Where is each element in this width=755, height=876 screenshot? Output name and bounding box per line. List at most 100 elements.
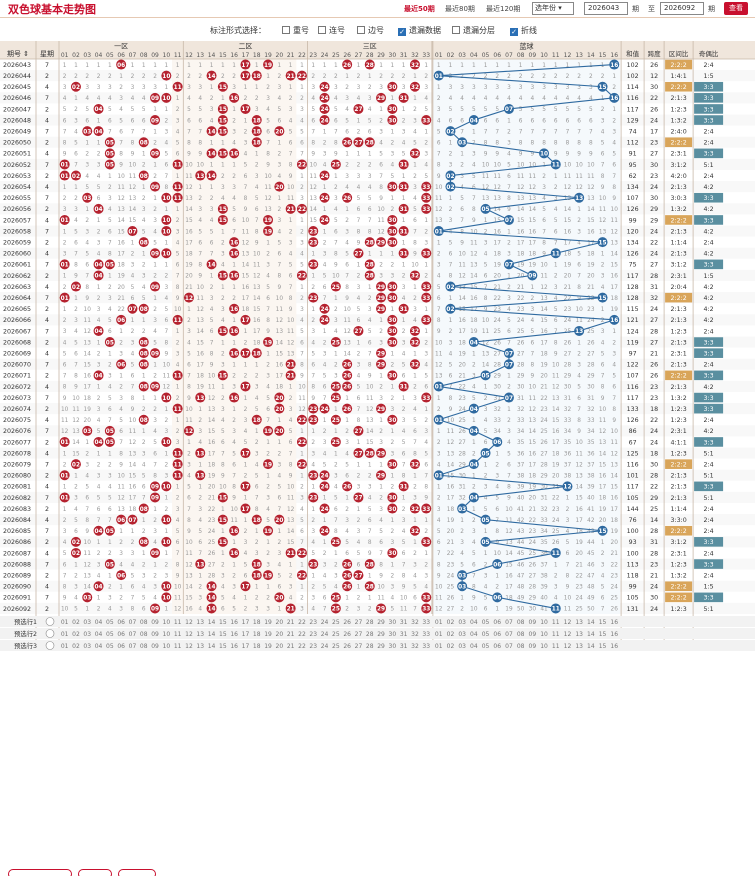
red-miss-value: 1: [424, 307, 428, 313]
option-checkbox-3[interactable]: [357, 26, 365, 34]
option-checkbox-5[interactable]: [452, 26, 460, 34]
option-checkbox-4[interactable]: ✓: [398, 28, 406, 36]
red-miss-value: 12: [343, 329, 351, 335]
preselect-red-number: 20: [276, 619, 284, 626]
blue-miss-value: 10: [575, 307, 583, 313]
red-miss-value: 4: [198, 440, 202, 446]
red-miss-value: 2: [244, 607, 248, 613]
blue-miss-value: 3: [612, 129, 616, 135]
year-select[interactable]: 选年份 ▾: [532, 2, 574, 15]
red-miss-value: 1: [63, 63, 67, 69]
red-miss-value: 1: [300, 429, 304, 435]
recent-80-link[interactable]: 最近80期: [445, 4, 475, 14]
red-ball-number: 23: [309, 496, 317, 502]
blue-miss-value: 6: [601, 152, 605, 158]
preselect-red-number: 11: [174, 643, 182, 650]
red-miss-value: 3: [402, 518, 406, 524]
blue-miss-value: 3: [566, 85, 570, 91]
bottom-button-2[interactable]: [78, 869, 112, 876]
red-ball-number: 22: [298, 462, 306, 468]
red-miss-value: 4: [198, 518, 202, 524]
option-6[interactable]: ✓ 折线: [510, 25, 537, 36]
red-ball-number: 29: [377, 473, 385, 479]
red-number-header: 06: [117, 52, 125, 59]
option-4[interactable]: ✓ 遗漏数据: [398, 25, 441, 36]
red-miss-value: 7: [108, 518, 112, 524]
red-ball: [161, 192, 172, 203]
red-miss-value: 21: [208, 496, 216, 502]
red-miss-value: 2: [63, 518, 67, 524]
red-ball-number: 32: [411, 340, 419, 346]
sum-cell: 113: [627, 561, 639, 568]
header-bar: 双色球基本走势图 最近50期 最近80期 最近120期 选年份 ▾ 202604…: [0, 0, 755, 18]
zone-ratio-highlight: [665, 370, 693, 381]
red-ball-number: 25: [332, 285, 340, 291]
issue-cell: 2026083: [3, 506, 31, 513]
option-2[interactable]: 连号: [318, 25, 345, 36]
recent-50-link[interactable]: 最近50期: [404, 4, 435, 14]
blue-ball-number: 03: [458, 573, 466, 579]
blue-miss-value: 12: [599, 429, 607, 435]
red-ball: [342, 403, 353, 414]
red-miss-value: 5: [300, 329, 304, 335]
option-1[interactable]: 重号: [282, 25, 309, 36]
blue-miss-value: 5: [460, 196, 464, 202]
blue-miss-value: 44: [587, 540, 595, 546]
blue-miss-value: 3: [507, 85, 511, 91]
red-ball-number: 26: [343, 407, 351, 413]
blue-miss-value: 6: [507, 329, 511, 335]
bottom-button-3[interactable]: [118, 869, 156, 876]
red-miss-value: 2: [85, 451, 89, 457]
period-to-input[interactable]: 2026092: [660, 2, 704, 15]
blue-miss-value: 30: [494, 385, 502, 391]
blue-ball-number: 11: [552, 551, 560, 557]
blue-miss-value: 37: [517, 462, 525, 468]
red-miss-value: 1: [210, 140, 214, 146]
red-ball: [161, 248, 172, 259]
blue-miss-value: 13: [552, 396, 560, 402]
red-miss-value: 17: [185, 240, 193, 246]
blue-ball-number: 11: [552, 163, 560, 169]
red-number-header: 33: [422, 52, 430, 59]
blue-miss-value: 18: [494, 251, 502, 257]
blue-miss-value: 5: [472, 107, 476, 113]
blue-miss-value: 1: [484, 218, 488, 224]
query-button[interactable]: 查看: [724, 2, 748, 15]
odd-even-cell: 2:4: [704, 572, 714, 579]
option-checkbox-6[interactable]: ✓: [510, 28, 518, 36]
preselect-blue-number: 13: [575, 643, 583, 650]
red-miss-value: 10: [61, 607, 69, 613]
red-miss-value: 15: [185, 596, 193, 602]
period-from-input[interactable]: 2026043: [584, 2, 628, 15]
red-miss-value: 2: [311, 440, 315, 446]
red-miss-value: 5: [277, 573, 281, 579]
red-miss-value: 14: [343, 351, 351, 357]
red-miss-value: 4: [255, 396, 259, 402]
blue-miss-value: 9: [437, 329, 441, 335]
issue-cell: 2026090: [3, 584, 31, 591]
red-miss-value: 3: [63, 85, 67, 91]
option-3[interactable]: 边号: [357, 25, 384, 36]
blue-miss-value: 17: [447, 496, 455, 502]
red-miss-value: 4: [131, 96, 135, 102]
red-miss-value: 2: [232, 174, 236, 180]
blue-miss-value: 21: [458, 374, 466, 380]
blue-miss-value: 3: [507, 140, 511, 146]
red-number-header: 05: [106, 52, 114, 59]
red-miss-value: 4: [153, 429, 157, 435]
recent-120-link[interactable]: 最近120期: [486, 4, 520, 14]
red-ball: [138, 170, 149, 181]
red-miss-value: 1: [63, 307, 67, 313]
red-number-header: 25: [332, 52, 340, 59]
option-5[interactable]: 遗漏分层: [452, 25, 495, 36]
red-miss-value: 7: [131, 596, 135, 602]
red-ball-number: 18: [253, 129, 261, 135]
red-miss-value: 3: [142, 207, 146, 213]
red-miss-value: 4: [142, 584, 146, 590]
bottom-button-1[interactable]: [8, 869, 72, 876]
option-checkbox-1[interactable]: [282, 26, 290, 34]
sum-cell: 131: [627, 606, 639, 613]
red-ball-number: 31: [400, 163, 408, 169]
option-checkbox-2[interactable]: [318, 26, 326, 34]
red-ball-number: 29: [377, 240, 385, 246]
